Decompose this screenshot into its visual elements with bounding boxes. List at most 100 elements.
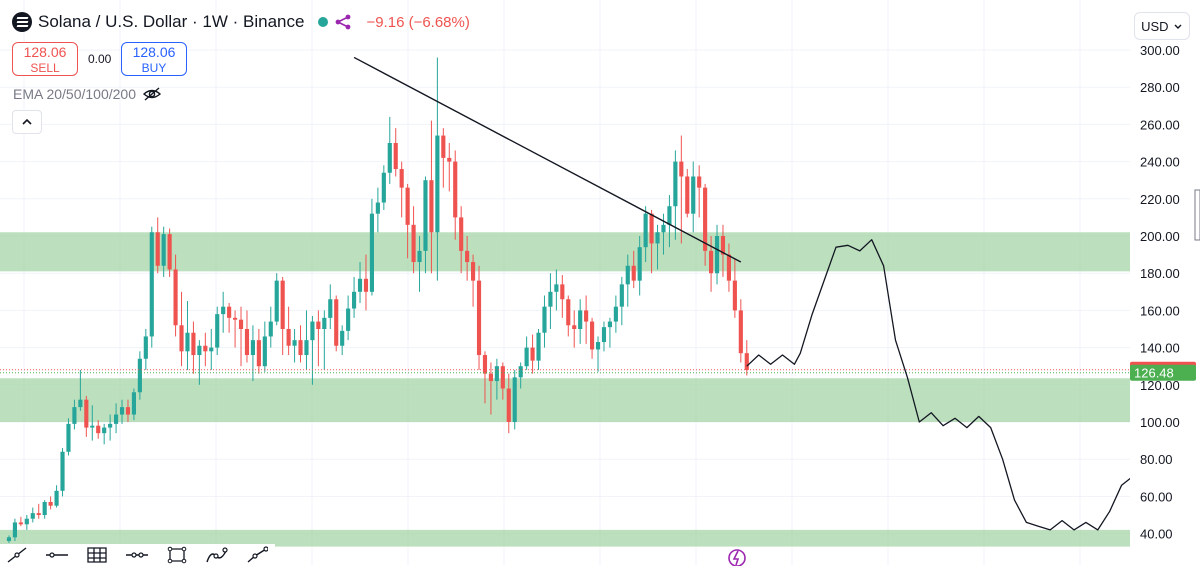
grid-tool[interactable] — [84, 545, 110, 565]
y-tick-label: 280.00 — [1140, 80, 1180, 95]
candle-down — [732, 280, 737, 311]
y-tick-label: 100.00 — [1140, 415, 1180, 430]
trend-line-tool[interactable] — [4, 545, 30, 565]
candle-up — [54, 490, 59, 506]
candle-down — [726, 254, 731, 281]
candle-up — [417, 250, 422, 263]
currency-selector[interactable]: USD — [1134, 12, 1190, 40]
candle-up — [655, 232, 660, 244]
buy-button[interactable]: 128.06 BUY — [121, 42, 187, 76]
horizontal-line-tool[interactable] — [44, 545, 70, 565]
y-tick-label: 160.00 — [1140, 303, 1180, 318]
candle-up — [161, 234, 166, 266]
sell-button[interactable]: 128.06 SELL — [12, 42, 78, 76]
candle-up — [435, 135, 440, 233]
candle-down — [447, 157, 452, 162]
candle-up — [66, 423, 71, 452]
candle-up — [387, 143, 392, 173]
candle-down — [506, 388, 511, 422]
trend-line-icon — [7, 547, 27, 563]
replay-lightning-icon[interactable] — [726, 546, 748, 566]
candle-down — [744, 353, 749, 370]
candle-down — [96, 425, 101, 434]
candle-up — [524, 347, 529, 367]
candle-down — [233, 317, 238, 320]
y-tick-label: 40.00 — [1140, 527, 1173, 542]
candle-up — [643, 213, 648, 248]
candle-down — [399, 169, 404, 188]
candle-down — [482, 355, 488, 374]
y-tick-label: 180.00 — [1140, 266, 1180, 281]
candle-down — [334, 299, 339, 346]
candle-up — [578, 310, 583, 329]
drawing-toolbar — [0, 544, 275, 566]
price-scale-handle[interactable] — [1194, 189, 1200, 241]
currency-label: USD — [1141, 18, 1169, 34]
candle-up — [375, 202, 380, 214]
ray-icon — [126, 552, 148, 558]
candle-down — [465, 250, 470, 263]
candle-up — [90, 425, 95, 428]
candle-down — [227, 306, 232, 318]
candle-down — [167, 234, 172, 270]
y-tick-label: 120.00 — [1140, 378, 1180, 393]
path-tool[interactable] — [204, 545, 230, 565]
y-tick-label: 80.00 — [1140, 452, 1173, 467]
candle-up — [673, 161, 678, 207]
candle-up — [185, 332, 190, 352]
share-nodes-icon[interactable] — [334, 13, 352, 31]
chevron-up-icon — [22, 118, 32, 125]
chevron-down-icon — [1174, 24, 1182, 29]
price-badge — [1130, 364, 1196, 381]
candle-down — [720, 236, 726, 255]
candle-up — [619, 284, 624, 307]
buy-label: BUY — [141, 61, 167, 75]
grid-icon — [87, 547, 107, 563]
spread-value: 0.00 — [88, 52, 112, 66]
resistance-trendline[interactable] — [353, 56, 742, 263]
candle-down — [286, 329, 291, 346]
eye-hidden-icon[interactable] — [142, 86, 162, 102]
sell-label: SELL — [30, 61, 60, 75]
candle-up — [661, 224, 666, 233]
ray-tool[interactable] — [124, 545, 150, 565]
candle-down — [393, 143, 398, 170]
indicator-legend[interactable]: EMA 20/50/100/200 — [13, 86, 162, 102]
candle-up — [274, 280, 279, 322]
support-resistance-zone — [0, 529, 1130, 547]
hand-drawn-projection[interactable] — [746, 239, 1134, 531]
price-scale[interactable] — [1130, 0, 1200, 566]
candle-down — [738, 310, 743, 354]
candle-up — [221, 306, 226, 315]
candle-up — [310, 321, 315, 341]
candle-down — [590, 321, 595, 350]
candle-down — [453, 161, 458, 218]
candle-up — [304, 340, 309, 356]
candle-down — [173, 269, 178, 326]
polyline-tool[interactable] — [244, 545, 270, 565]
candle-down — [631, 265, 636, 281]
candle-up — [595, 342, 601, 350]
chart-header: Solana / U.S. Dollar · 1W · Binance −9.1… — [12, 12, 470, 32]
rectangle-tool[interactable] — [164, 545, 190, 565]
support-resistance-zone — [0, 378, 1130, 422]
candle-up — [250, 340, 255, 356]
buy-price: 128.06 — [132, 44, 176, 60]
candle-up — [328, 299, 333, 318]
candle-up — [518, 366, 523, 378]
indicator-label: EMA 20/50/100/200 — [13, 86, 136, 102]
candle-down — [179, 325, 184, 352]
candle-up — [381, 172, 386, 203]
candle-down — [471, 262, 476, 281]
y-tick-label: 300.00 — [1140, 43, 1180, 58]
candle-up — [292, 340, 297, 346]
collapse-legend-button[interactable] — [12, 110, 42, 134]
candle-up — [637, 247, 642, 281]
candle-up — [542, 306, 547, 333]
candle-up — [548, 291, 553, 307]
symbol-title[interactable]: Solana / U.S. Dollar · 1W · Binance — [38, 12, 305, 31]
candle-down — [256, 340, 261, 367]
candle-down — [203, 345, 208, 352]
